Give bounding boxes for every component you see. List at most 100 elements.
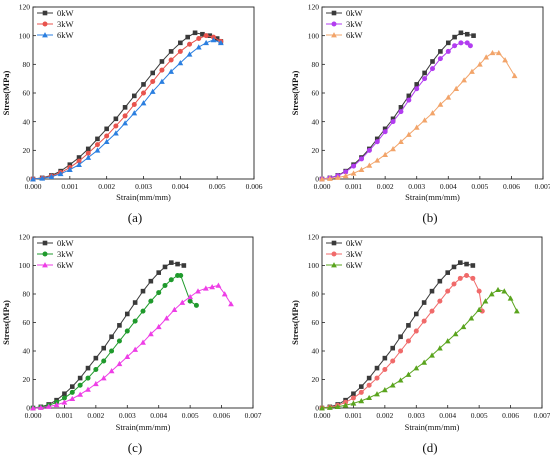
data-point xyxy=(140,308,146,314)
y-tick-label: 60 xyxy=(23,318,31,327)
y-tick-label: 120 xyxy=(19,233,31,242)
data-point xyxy=(451,281,457,287)
x-tick-label: 0.006 xyxy=(213,411,230,420)
y-tick-label: 80 xyxy=(312,290,320,299)
x-tick-label: 0.002 xyxy=(377,182,394,191)
data-point xyxy=(445,94,452,100)
data-point xyxy=(85,146,91,152)
data-point xyxy=(421,359,428,365)
data-point xyxy=(163,315,170,321)
data-point xyxy=(457,260,463,265)
data-point xyxy=(168,260,174,265)
x-axis-label: Strain(mm/mm) xyxy=(116,422,171,432)
data-point xyxy=(382,126,388,132)
data-point xyxy=(398,105,404,110)
data-point xyxy=(502,57,509,63)
data-point xyxy=(76,155,82,160)
y-tick-label: 0 xyxy=(26,175,30,184)
data-point xyxy=(445,288,451,294)
x-tick-label: 0.004 xyxy=(172,182,189,191)
data-point xyxy=(159,59,165,64)
x-tick-label: 0.003 xyxy=(408,411,425,420)
y-tick-label: 20 xyxy=(23,146,31,155)
data-point xyxy=(429,110,436,116)
data-point xyxy=(334,403,341,410)
data-point xyxy=(374,139,380,145)
data-point xyxy=(93,355,99,361)
legend-marker xyxy=(331,262,337,268)
data-point xyxy=(479,308,485,314)
data-point xyxy=(30,405,36,411)
data-point xyxy=(406,323,411,328)
data-point xyxy=(438,49,443,54)
data-point xyxy=(192,30,198,36)
data-point xyxy=(429,352,435,358)
data-point xyxy=(382,355,388,361)
data-point xyxy=(203,33,209,39)
chart-panel-3: 0.000 0.001 0.002 0.003 0.004 0.005 0.006 0.007… xyxy=(1,233,262,455)
data-point xyxy=(390,345,396,351)
data-point xyxy=(221,291,228,297)
data-point xyxy=(93,367,99,373)
data-point xyxy=(476,61,483,67)
data-point xyxy=(94,147,101,153)
data-point xyxy=(122,105,128,110)
data-point xyxy=(69,389,75,395)
data-point xyxy=(195,44,202,50)
data-point xyxy=(366,162,373,168)
data-point xyxy=(76,161,82,167)
legend-marker xyxy=(331,21,337,27)
data-point xyxy=(147,331,154,337)
data-point xyxy=(116,338,122,344)
x-tick-label: 0.001 xyxy=(345,411,362,420)
legend-marker xyxy=(331,32,337,38)
data-point xyxy=(57,170,64,177)
data-point xyxy=(124,353,131,360)
data-point xyxy=(200,31,205,37)
x-tick-label: 0.001 xyxy=(345,182,362,191)
data-point xyxy=(382,151,389,157)
data-point xyxy=(101,358,107,364)
data-point xyxy=(85,150,91,156)
data-point xyxy=(430,59,435,64)
data-point xyxy=(66,166,73,173)
series-3 xyxy=(30,37,224,182)
data-point xyxy=(444,338,451,344)
data-point xyxy=(452,34,457,40)
data-point xyxy=(186,51,193,57)
data-point xyxy=(168,277,174,283)
data-point xyxy=(202,285,209,291)
series-2 xyxy=(30,272,199,411)
x-tick-label: 0.002 xyxy=(98,182,115,191)
series-1 xyxy=(319,30,476,182)
data-point xyxy=(453,85,460,92)
data-point xyxy=(398,138,404,145)
data-point xyxy=(334,174,341,180)
data-point xyxy=(177,48,183,54)
data-point xyxy=(132,300,138,305)
data-point xyxy=(445,48,451,54)
series-line xyxy=(32,274,197,409)
series-line xyxy=(321,289,518,409)
data-point xyxy=(470,263,476,268)
x-tick-label: 0.002 xyxy=(87,411,104,420)
data-point xyxy=(112,130,119,136)
data-point xyxy=(179,299,186,305)
data-point xyxy=(62,391,67,397)
data-point xyxy=(374,157,381,163)
data-point xyxy=(48,173,55,180)
data-point xyxy=(414,82,420,87)
data-point xyxy=(140,339,146,345)
legend-label: 0kW xyxy=(57,8,74,18)
data-point xyxy=(495,49,502,56)
data-point xyxy=(85,365,91,371)
data-point xyxy=(117,323,122,328)
data-point xyxy=(162,264,168,270)
data-point xyxy=(215,282,222,288)
data-point xyxy=(458,40,464,46)
data-point xyxy=(452,331,459,337)
data-point xyxy=(350,395,356,401)
legend-label: 6kW xyxy=(57,260,74,270)
y-tick-label: 60 xyxy=(312,89,320,98)
series-line xyxy=(32,35,222,180)
